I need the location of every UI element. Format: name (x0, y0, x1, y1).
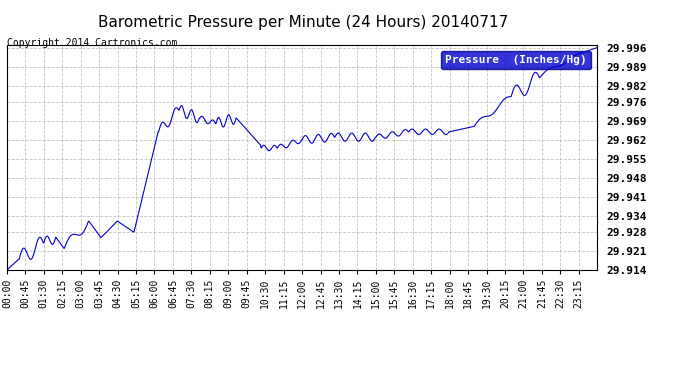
Text: Barometric Pressure per Minute (24 Hours) 20140717: Barometric Pressure per Minute (24 Hours… (99, 15, 509, 30)
Legend: Pressure  (Inches/Hg): Pressure (Inches/Hg) (441, 51, 591, 69)
Text: Copyright 2014 Cartronics.com: Copyright 2014 Cartronics.com (7, 38, 177, 48)
